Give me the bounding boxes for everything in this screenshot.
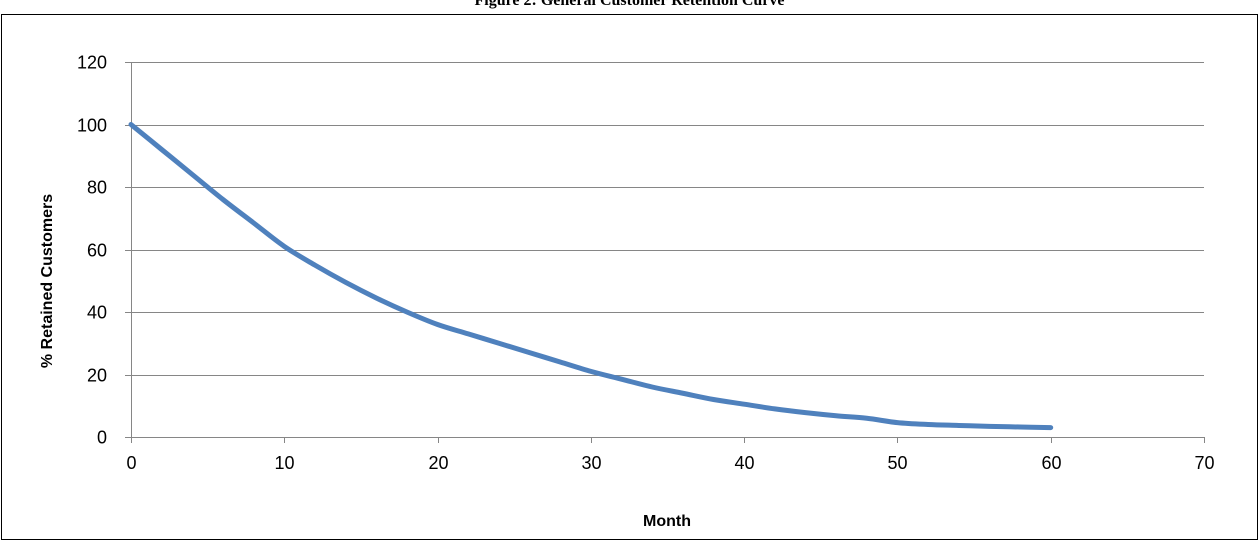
y-tick-labels: 0 20 40 60 80 100 120 bbox=[77, 53, 107, 448]
x-tick-label: 20 bbox=[428, 453, 448, 473]
series-line bbox=[128, 122, 1054, 431]
x-tick-label: 30 bbox=[581, 453, 601, 473]
x-tick-label: 0 bbox=[126, 453, 136, 473]
x-axis-title: Month bbox=[643, 513, 691, 530]
y-tick-label: 0 bbox=[97, 428, 107, 448]
x-tick-labels: 0 10 20 30 40 50 60 70 bbox=[126, 453, 1214, 473]
gridlines bbox=[131, 62, 1204, 376]
y-tick-label: 40 bbox=[87, 303, 107, 323]
y-tick-label: 100 bbox=[77, 116, 107, 136]
chart-title: Figure 2: General Customer Retention Cur… bbox=[474, 0, 785, 9]
x-tick-label: 50 bbox=[887, 453, 907, 473]
y-tick-label: 120 bbox=[77, 53, 107, 73]
x-tick-label: 10 bbox=[274, 453, 294, 473]
x-tick-label: 60 bbox=[1041, 453, 1061, 473]
series-group bbox=[128, 122, 1054, 431]
chart-border bbox=[1, 14, 1258, 540]
x-tick-label: 70 bbox=[1194, 453, 1214, 473]
y-tick-label: 60 bbox=[87, 241, 107, 261]
y-tick-label: 80 bbox=[87, 178, 107, 198]
y-tick-label: 20 bbox=[87, 366, 107, 386]
axes bbox=[125, 62, 1205, 443]
x-tick-label: 40 bbox=[734, 453, 754, 473]
y-axis-title: % Retained Customers bbox=[39, 194, 56, 368]
